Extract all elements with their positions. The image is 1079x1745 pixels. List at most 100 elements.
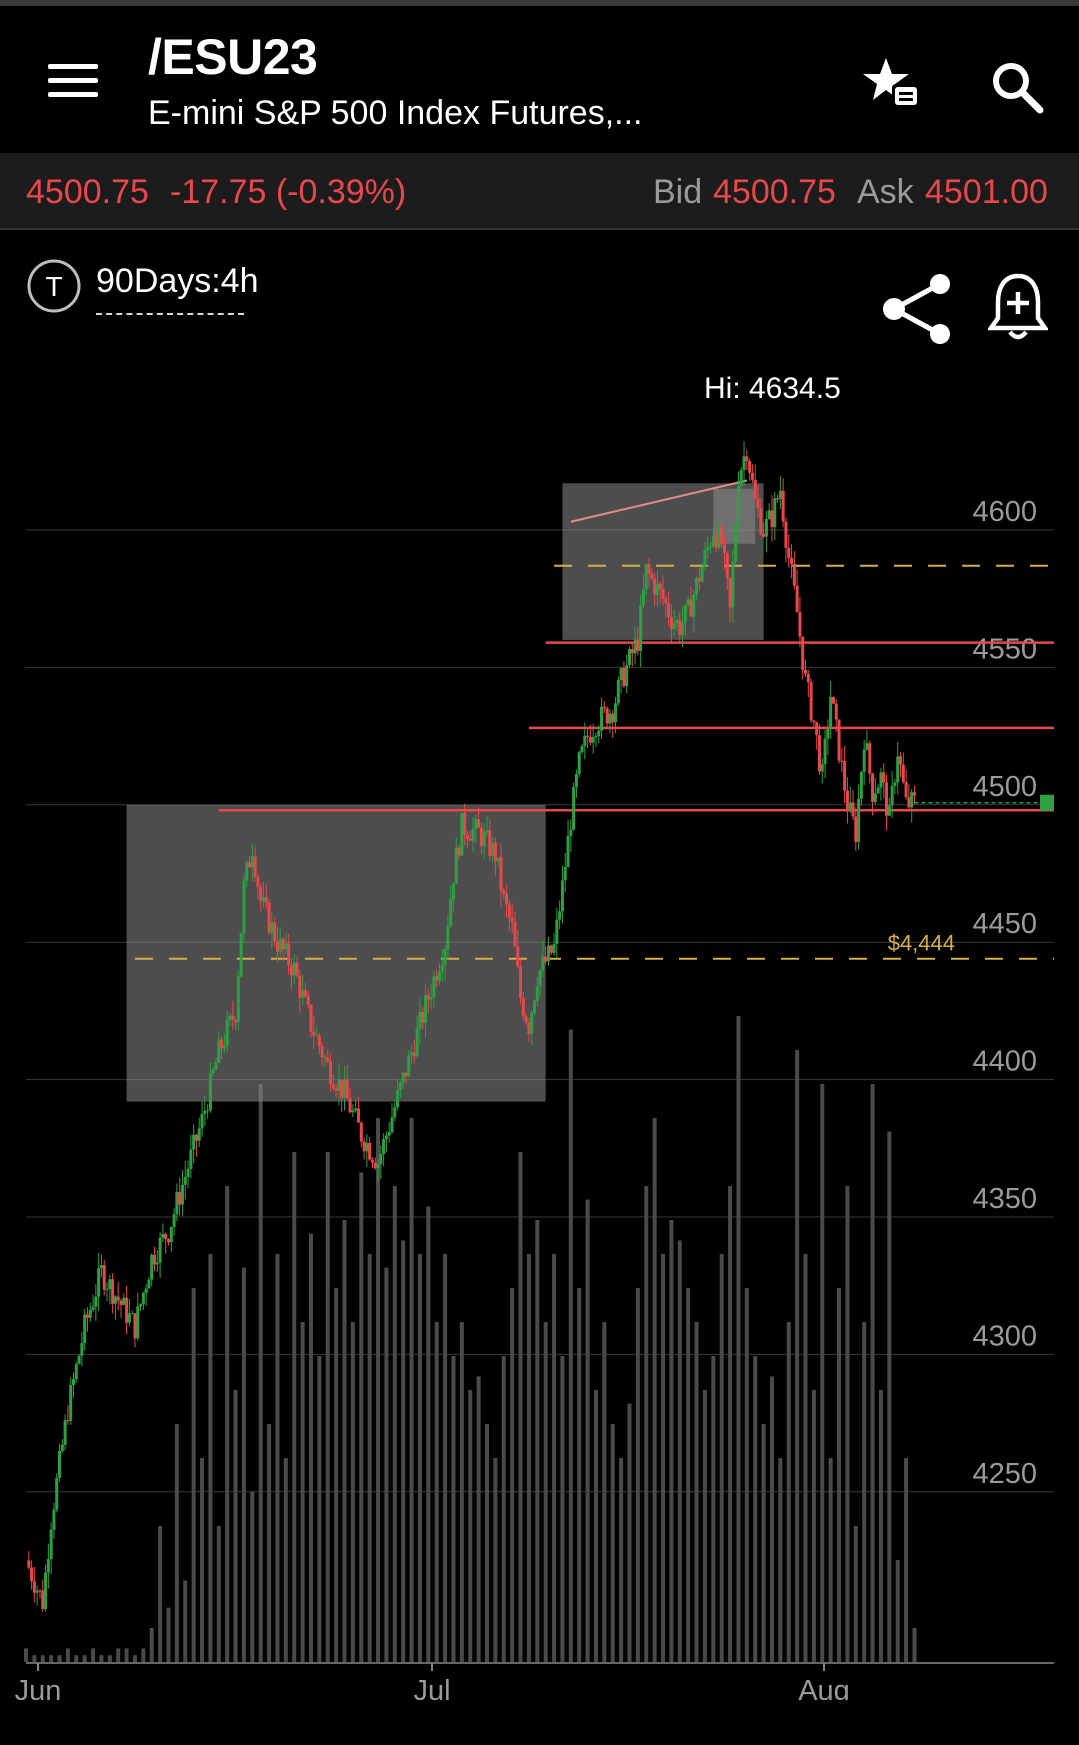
candle-body bbox=[77, 1355, 81, 1364]
candle-body bbox=[563, 867, 567, 881]
volume-bar bbox=[132, 1655, 137, 1662]
volume-bar bbox=[828, 1458, 833, 1662]
volume-bar bbox=[602, 1322, 607, 1662]
candle-body bbox=[35, 1590, 39, 1593]
volume-bar bbox=[250, 1492, 255, 1662]
candle-body bbox=[404, 1072, 408, 1077]
candle-body bbox=[424, 995, 428, 1023]
search-icon[interactable] bbox=[990, 60, 1044, 114]
candle-body bbox=[164, 1233, 168, 1240]
volume-bar bbox=[384, 1267, 389, 1662]
candle-body bbox=[636, 639, 640, 651]
candle-body bbox=[253, 856, 257, 878]
volume-bar bbox=[82, 1655, 87, 1662]
candle-body bbox=[759, 508, 763, 534]
candle-body bbox=[248, 862, 252, 868]
volume-bar bbox=[200, 1458, 205, 1662]
candle-body bbox=[669, 617, 673, 629]
volume-bar bbox=[912, 1628, 917, 1662]
candle-body bbox=[457, 847, 461, 856]
price-chart[interactable]: 4250 4300 4350 4400 4450 4500 4550 4600 $4,444 Ju… bbox=[0, 380, 1079, 1700]
candle-body bbox=[463, 813, 467, 836]
candle-body bbox=[356, 1108, 360, 1123]
candle-body bbox=[527, 1022, 531, 1034]
candle-body bbox=[429, 997, 433, 1000]
volume-bar bbox=[786, 1322, 791, 1662]
status-strip bbox=[0, 0, 1079, 6]
candle-body bbox=[831, 696, 835, 704]
timeframe-icon[interactable]: T bbox=[26, 258, 82, 314]
menu-icon[interactable] bbox=[48, 64, 98, 104]
volume-bar bbox=[225, 1186, 230, 1662]
candle-body bbox=[368, 1142, 372, 1160]
candle-body bbox=[664, 598, 668, 604]
watchlist-add-icon[interactable] bbox=[862, 56, 922, 112]
candle-body bbox=[709, 546, 713, 548]
candle-body bbox=[647, 564, 651, 574]
candle-body bbox=[507, 904, 511, 918]
candle-body bbox=[848, 802, 852, 812]
candle-body bbox=[725, 553, 729, 579]
candle-body bbox=[275, 941, 279, 952]
candle-body bbox=[91, 1306, 95, 1310]
volume-bar bbox=[166, 1607, 171, 1662]
candle-body bbox=[798, 612, 802, 637]
candle-body bbox=[572, 786, 576, 830]
candle-body bbox=[88, 1309, 92, 1318]
candle-body bbox=[111, 1279, 115, 1304]
volume-bar bbox=[518, 1152, 523, 1662]
candle-body bbox=[211, 1070, 215, 1073]
candle-body bbox=[857, 798, 861, 842]
volume-bar bbox=[107, 1655, 112, 1662]
share-icon[interactable] bbox=[880, 272, 954, 346]
candle-body bbox=[868, 743, 872, 774]
candle-body bbox=[734, 524, 738, 562]
candle-body bbox=[125, 1297, 129, 1323]
candle-body bbox=[460, 813, 464, 856]
volume-bar bbox=[661, 1254, 666, 1662]
candle-body bbox=[778, 490, 782, 500]
volume-bar bbox=[493, 1458, 498, 1662]
candle-body bbox=[303, 990, 307, 997]
candle-body bbox=[261, 897, 265, 902]
candle-body bbox=[144, 1288, 148, 1293]
candle-body bbox=[809, 682, 813, 721]
volume-bar bbox=[74, 1655, 79, 1662]
candle-body bbox=[194, 1134, 198, 1141]
price-change: -17.75 (-0.39%) bbox=[170, 173, 407, 211]
candle-body bbox=[502, 890, 506, 894]
timeframe-selector[interactable]: 90Days:4h bbox=[96, 262, 259, 300]
y-tick-label: 4500 bbox=[972, 771, 1037, 803]
candle-body bbox=[616, 680, 620, 704]
candle-body bbox=[446, 926, 450, 950]
candle-body bbox=[119, 1300, 123, 1305]
candle-body bbox=[197, 1128, 201, 1141]
candle-body bbox=[879, 772, 883, 788]
candle-body bbox=[762, 533, 766, 537]
price-alert-icon[interactable] bbox=[988, 270, 1048, 344]
volume-bar bbox=[543, 1322, 548, 1662]
candle-body bbox=[555, 919, 559, 944]
candle-body bbox=[661, 588, 665, 599]
candle-body bbox=[348, 1098, 352, 1113]
candle-body bbox=[829, 696, 833, 730]
volume-bar bbox=[275, 1254, 280, 1662]
volume-bar bbox=[702, 1390, 707, 1662]
volume-bar bbox=[820, 1084, 825, 1662]
candle-body bbox=[438, 971, 442, 981]
candle-body bbox=[443, 949, 447, 965]
candle-body bbox=[407, 1055, 411, 1077]
candle-body bbox=[393, 1107, 397, 1118]
candle-body bbox=[58, 1450, 62, 1478]
candle-body bbox=[306, 996, 310, 1005]
candle-body bbox=[650, 573, 654, 579]
candle-body bbox=[524, 1015, 528, 1023]
candle-body bbox=[692, 594, 696, 617]
candle-body bbox=[854, 816, 858, 842]
volume-bar bbox=[40, 1655, 45, 1662]
candle-body bbox=[532, 1000, 536, 1013]
candle-body bbox=[264, 897, 268, 903]
candle-body bbox=[122, 1297, 126, 1305]
app-header: /ESU23 E-mini S&P 500 Index Futures,... bbox=[0, 6, 1079, 153]
candle-body bbox=[700, 566, 704, 582]
